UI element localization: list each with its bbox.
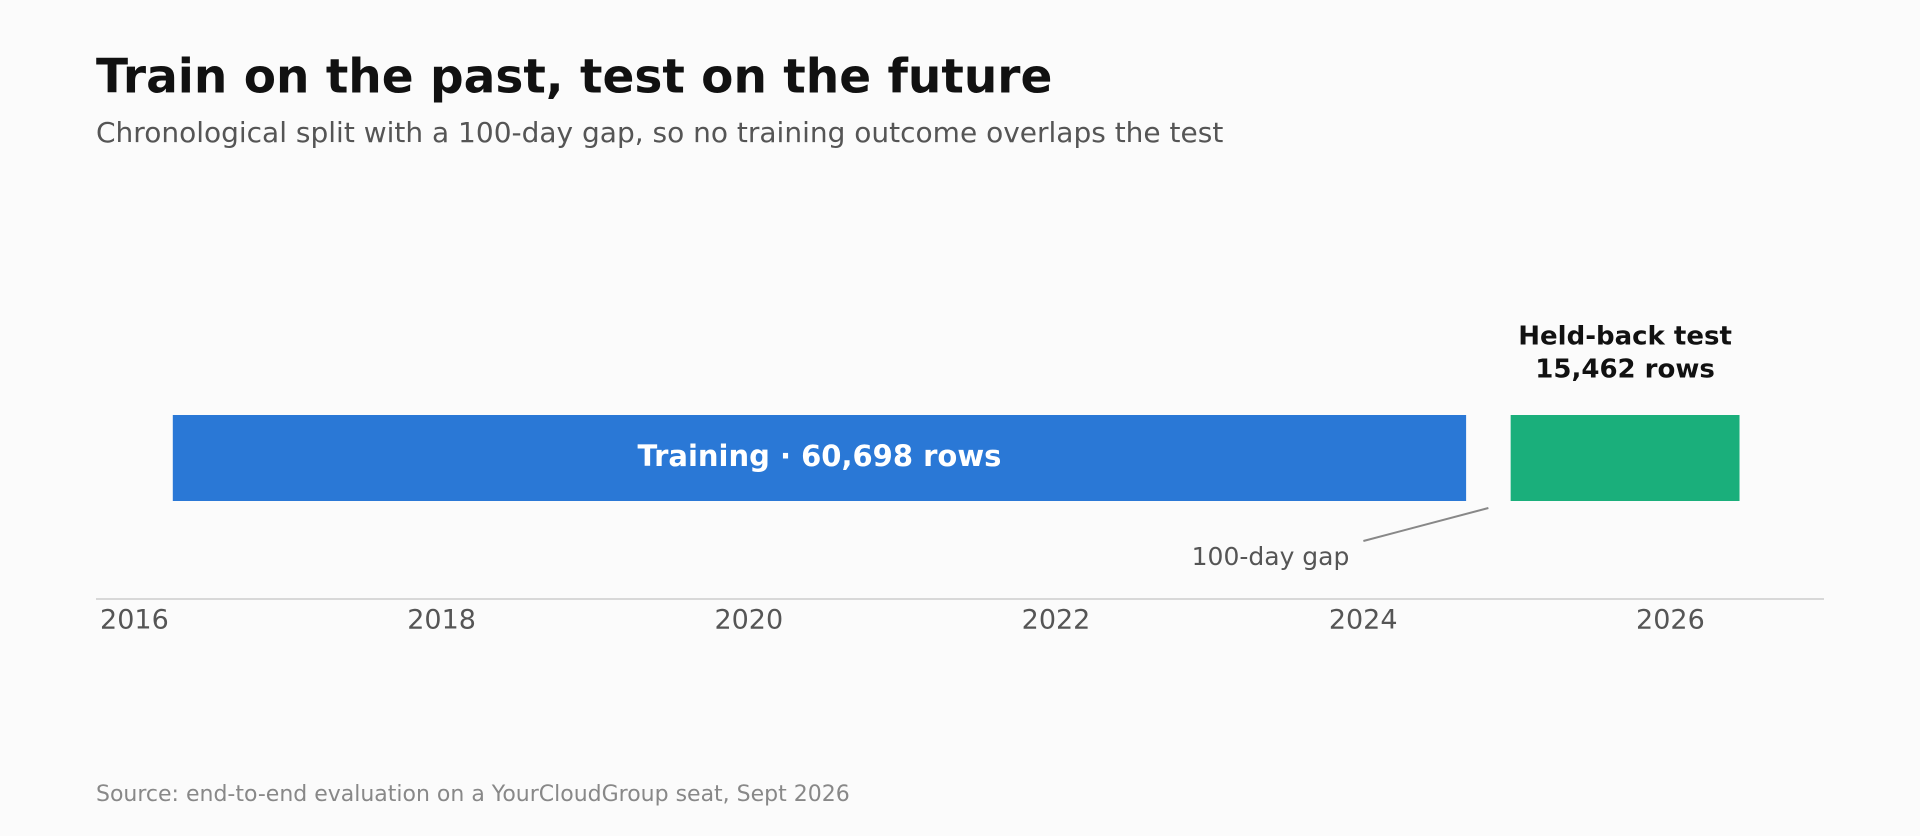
- bar-annotation: Held-back test: [1518, 322, 1732, 352]
- x-tick-label: 2026: [1636, 605, 1705, 636]
- source-note: Source: end-to-end evaluation on a YourC…: [96, 782, 850, 807]
- x-tick-label: 2016: [100, 605, 169, 636]
- bar-annotation: 15,462 rows: [1535, 355, 1715, 385]
- x-tick-label: 2020: [714, 605, 783, 636]
- gap-pointer: [1363, 507, 1489, 542]
- gap-annotation: 100-day gap: [1192, 542, 1350, 571]
- x-tick-label: 2024: [1329, 605, 1398, 636]
- chart-title: Train on the past, test on the future: [96, 50, 1052, 105]
- x-tick-label: 2022: [1022, 605, 1091, 636]
- bar-label: Training · 60,698 rows: [638, 439, 1002, 473]
- range-bar: [172, 415, 1467, 501]
- chart-subtitle: Chronological split with a 100-day gap, …: [96, 116, 1223, 149]
- x-tick-label: 2018: [407, 605, 476, 636]
- range-bar: [1510, 415, 1740, 501]
